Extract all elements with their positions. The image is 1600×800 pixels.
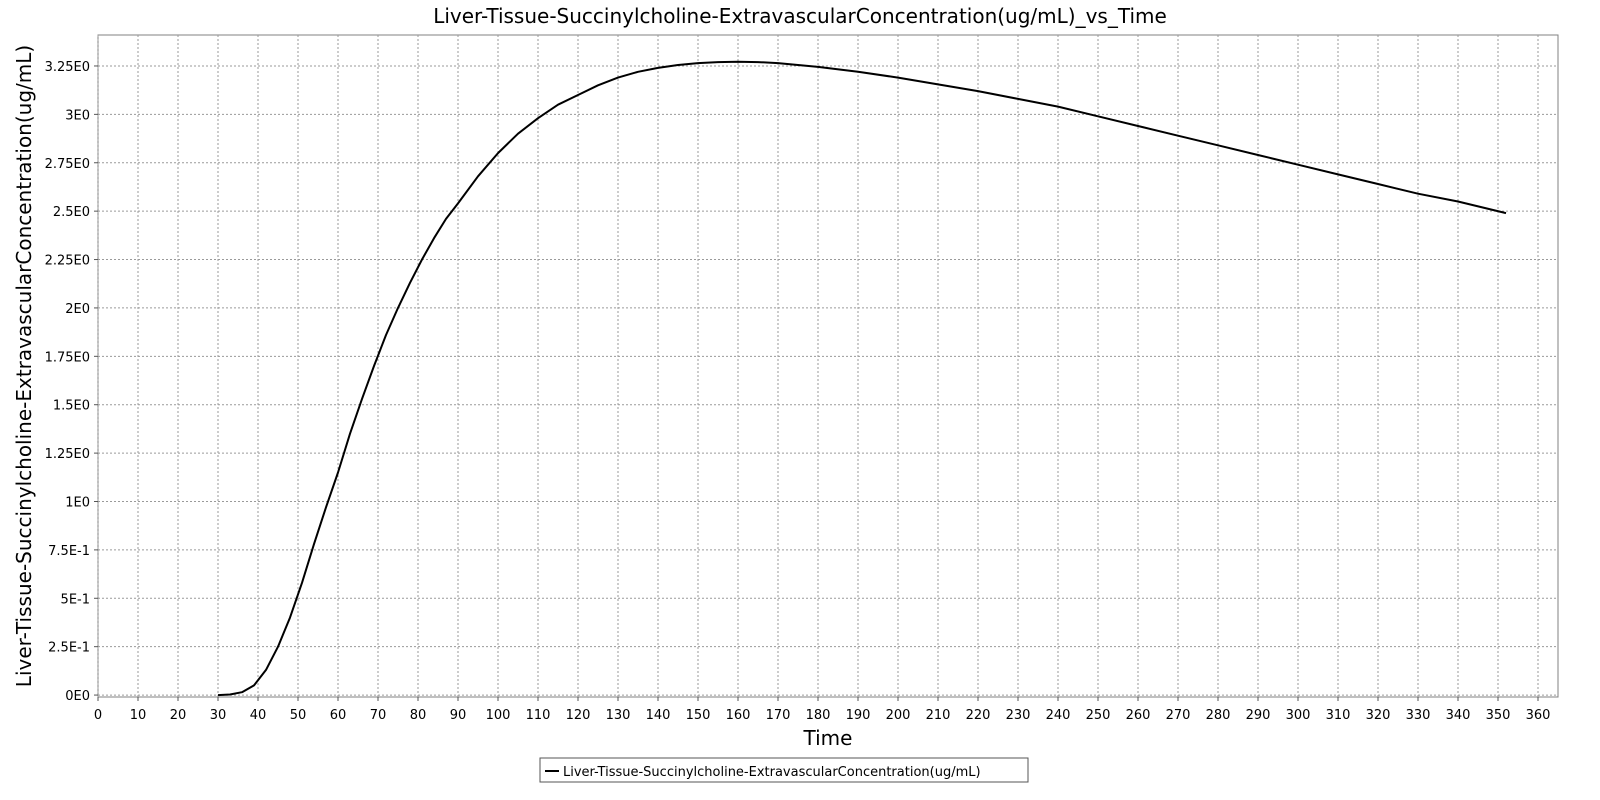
y-tick-label: 3E0 [65,108,90,123]
x-tick-label: 140 [646,708,671,723]
x-tick-label: 170 [766,708,791,723]
x-tick-label: 70 [370,708,387,723]
x-tick-label: 240 [1046,708,1071,723]
x-tick-label: 320 [1366,708,1391,723]
x-tick-label: 160 [726,708,751,723]
grid [97,35,1558,697]
legend-label: Liver-Tissue-Succinylcholine-Extravascul… [563,765,981,780]
x-tick-label: 90 [450,708,467,723]
y-tick-label: 5E-1 [61,592,90,607]
x-tick-label: 360 [1526,708,1551,723]
plot-area [97,34,1559,698]
axis-ticks: 0 10 20 30 40 50 60 70 80 90 100 110 120 130 140 150 160… [45,60,1551,723]
series-line [217,60,1507,697]
x-tick-label: 80 [410,708,427,723]
y-tick-label: 1E0 [65,495,90,510]
y-tick-label: 2.5E-1 [48,641,90,656]
x-tick-label: 40 [250,708,267,723]
x-tick-label: 220 [966,708,991,723]
x-tick-label: 150 [686,708,711,723]
x-tick-label: 100 [486,708,511,723]
x-tick-label: 230 [1006,708,1031,723]
x-tick-label: 270 [1166,708,1191,723]
x-tick-label: 120 [566,708,591,723]
legend-box [539,757,1029,783]
y-tick-label: 2.25E0 [45,254,90,269]
chart-title: Liver-Tissue-Succinylcholine-Extravascul… [433,4,1167,28]
x-tick-label: 310 [1326,708,1351,723]
x-tick-label: 350 [1486,708,1511,723]
x-tick-label: 20 [170,708,187,723]
y-tick-label: 1.75E0 [45,350,90,365]
y-tick-label: 2E0 [65,302,90,317]
x-tick-label: 0 [94,708,102,723]
x-tick-label: 190 [846,708,871,723]
legend: Liver-Tissue-Succinylcholine-Extravascul… [539,757,1029,783]
y-tick-label: 1.25E0 [45,447,90,462]
x-tick-label: 340 [1446,708,1471,723]
y-axis-label: Liver-Tissue-Succinylcholine-Extravascul… [12,45,36,687]
y-tick-label: 3.25E0 [45,60,90,75]
x-tick-label: 60 [330,708,347,723]
x-tick-label: 180 [806,708,831,723]
x-tick-label: 290 [1246,708,1271,723]
x-tick-label: 30 [210,708,227,723]
x-tick-label: 280 [1206,708,1231,723]
x-tick-label: 50 [290,708,307,723]
x-tick-label: 250 [1086,708,1111,723]
y-tick-label: 2.75E0 [45,157,90,172]
x-tick-label: 130 [606,708,631,723]
x-tick-label: 110 [526,708,551,723]
x-tick-label: 200 [886,708,911,723]
y-tick-label: 1.5E0 [53,399,90,414]
x-tick-label: 300 [1286,708,1311,723]
x-axis-label: Time [803,726,853,750]
series-layer [217,60,1507,697]
y-tick-label: 0E0 [65,689,90,704]
x-tick-label: 210 [926,708,951,723]
y-tick-label: 2.5E0 [53,205,90,220]
x-tick-label: 330 [1406,708,1431,723]
x-tick-label: 260 [1126,708,1151,723]
y-tick-label: 7.5E-1 [48,544,90,559]
x-tick-label: 10 [130,708,147,723]
